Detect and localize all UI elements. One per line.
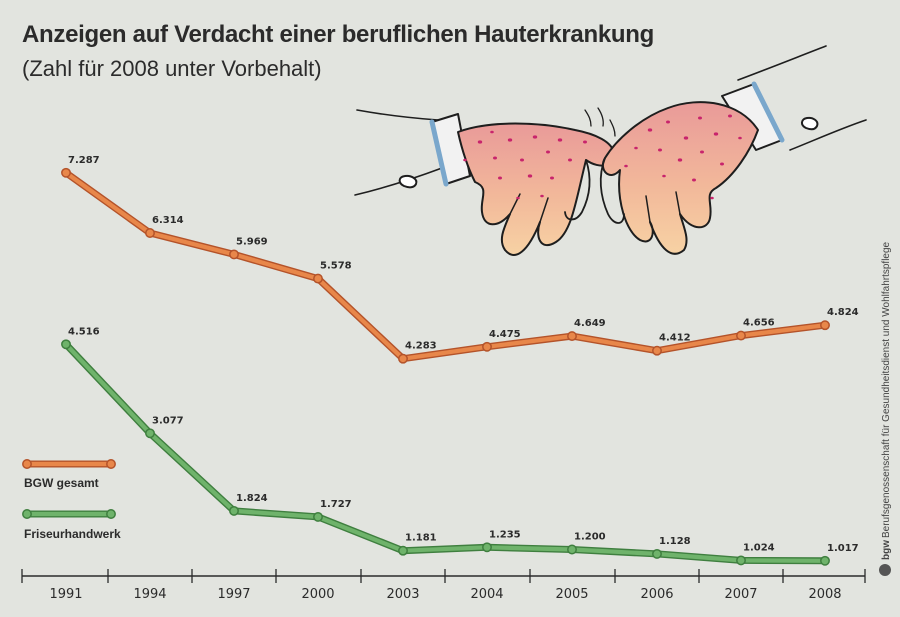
x-tick-label-1997: 1997 [217,587,250,602]
data-label: 1.235 [489,529,521,540]
data-label: 1.017 [827,543,859,554]
legend-entry-friseurhandwerk [22,509,116,519]
data-label: 4.824 [827,307,859,318]
data-label: 4.412 [659,333,691,344]
credit: bgw Berufsgenossenschaft für Gesundheits… [879,241,892,576]
data-point [652,345,662,356]
data-label: 1.024 [743,542,775,553]
series-line-friseurhandwerk [63,342,828,563]
legend-swatch-point [22,459,32,469]
data-label: 1.128 [659,536,691,547]
data-label: 1.727 [320,499,352,510]
chart-title: Anzeigen auf Verdacht einer beruflichen … [22,21,654,48]
left-hand-illustration [354,107,616,256]
data-point [820,320,830,331]
bgw-logo-text: bgw [881,540,892,560]
data-point [61,167,71,178]
data-label: 7.287 [68,155,100,166]
data-point [398,353,408,364]
credit-text: Berufsgenossenschaft für Gesundheitsdien… [881,241,892,538]
data-point [736,555,746,566]
series-bgw-gesamt: 7.287 6.314 5.969 5.578 4.283 4.475 4.649 4.412… [61,155,859,364]
data-label: 1.200 [574,532,606,543]
series-friseurhandwerk: 4.516 3.077 1.824 1.727 1.181 1.235 1.200 1.128… [61,326,859,566]
legend-swatch-point [106,509,116,519]
data-point [145,428,155,439]
series-layer: 7.287 6.314 5.969 5.578 4.283 4.475 4.649 4.412… [61,155,859,566]
data-point [313,511,323,522]
data-label: 1.824 [236,493,268,504]
legend-entry-bgw-gesamt [22,459,116,469]
legend-label-friseurhandwerk: Friseurhandwerk [24,527,121,541]
data-point [482,542,492,553]
x-tick-label-2003: 2003 [386,587,419,602]
x-tick-label-2004: 2004 [470,587,503,602]
data-point [61,339,71,350]
x-tick-label-2007: 2007 [724,587,757,602]
data-point [313,273,323,284]
data-point [482,341,492,352]
bgw-logo-icon [879,564,891,576]
data-label: 1.181 [405,533,437,544]
x-axis-ticks: 1991 1994 1997 2000 2003 2004 2005 2006 2007 2008 [21,569,866,602]
x-tick-label-2008: 2008 [808,587,841,602]
data-label: 4.475 [489,329,521,340]
x-tick-label-2000: 2000 [301,587,334,602]
x-tick-label-2005: 2005 [555,587,588,602]
x-tick-label-2006: 2006 [640,587,673,602]
data-point [145,228,155,238]
data-label: 4.656 [743,318,775,329]
data-point [567,331,577,342]
data-label: 4.516 [68,326,100,337]
legend-swatch-point [22,509,32,519]
x-tick-label-1991: 1991 [49,587,82,602]
data-point [820,555,830,566]
data-label: 4.649 [574,318,606,329]
data-point [567,544,577,555]
data-point [736,330,746,341]
data-point [229,505,239,516]
right-hand-illustration [599,45,867,255]
data-point [229,249,239,260]
legend-swatch-point [106,459,116,469]
legend: BGW gesamt Friseurhandwerk [22,459,121,541]
x-tick-label-1994: 1994 [133,587,166,602]
data-label: 6.314 [152,215,184,226]
data-label: 4.283 [405,341,437,352]
data-point [398,545,408,556]
data-label: 5.969 [236,236,268,247]
legend-label-bgw-gesamt: BGW gesamt [24,476,99,490]
data-point [652,548,662,559]
itchy-hands-illustration [354,45,867,256]
data-label: 3.077 [152,415,184,426]
data-label: 5.578 [320,261,352,272]
series-line-bgw-gesamt [63,170,828,361]
chart-subtitle: (Zahl für 2008 unter Vorbehalt) [22,56,322,81]
